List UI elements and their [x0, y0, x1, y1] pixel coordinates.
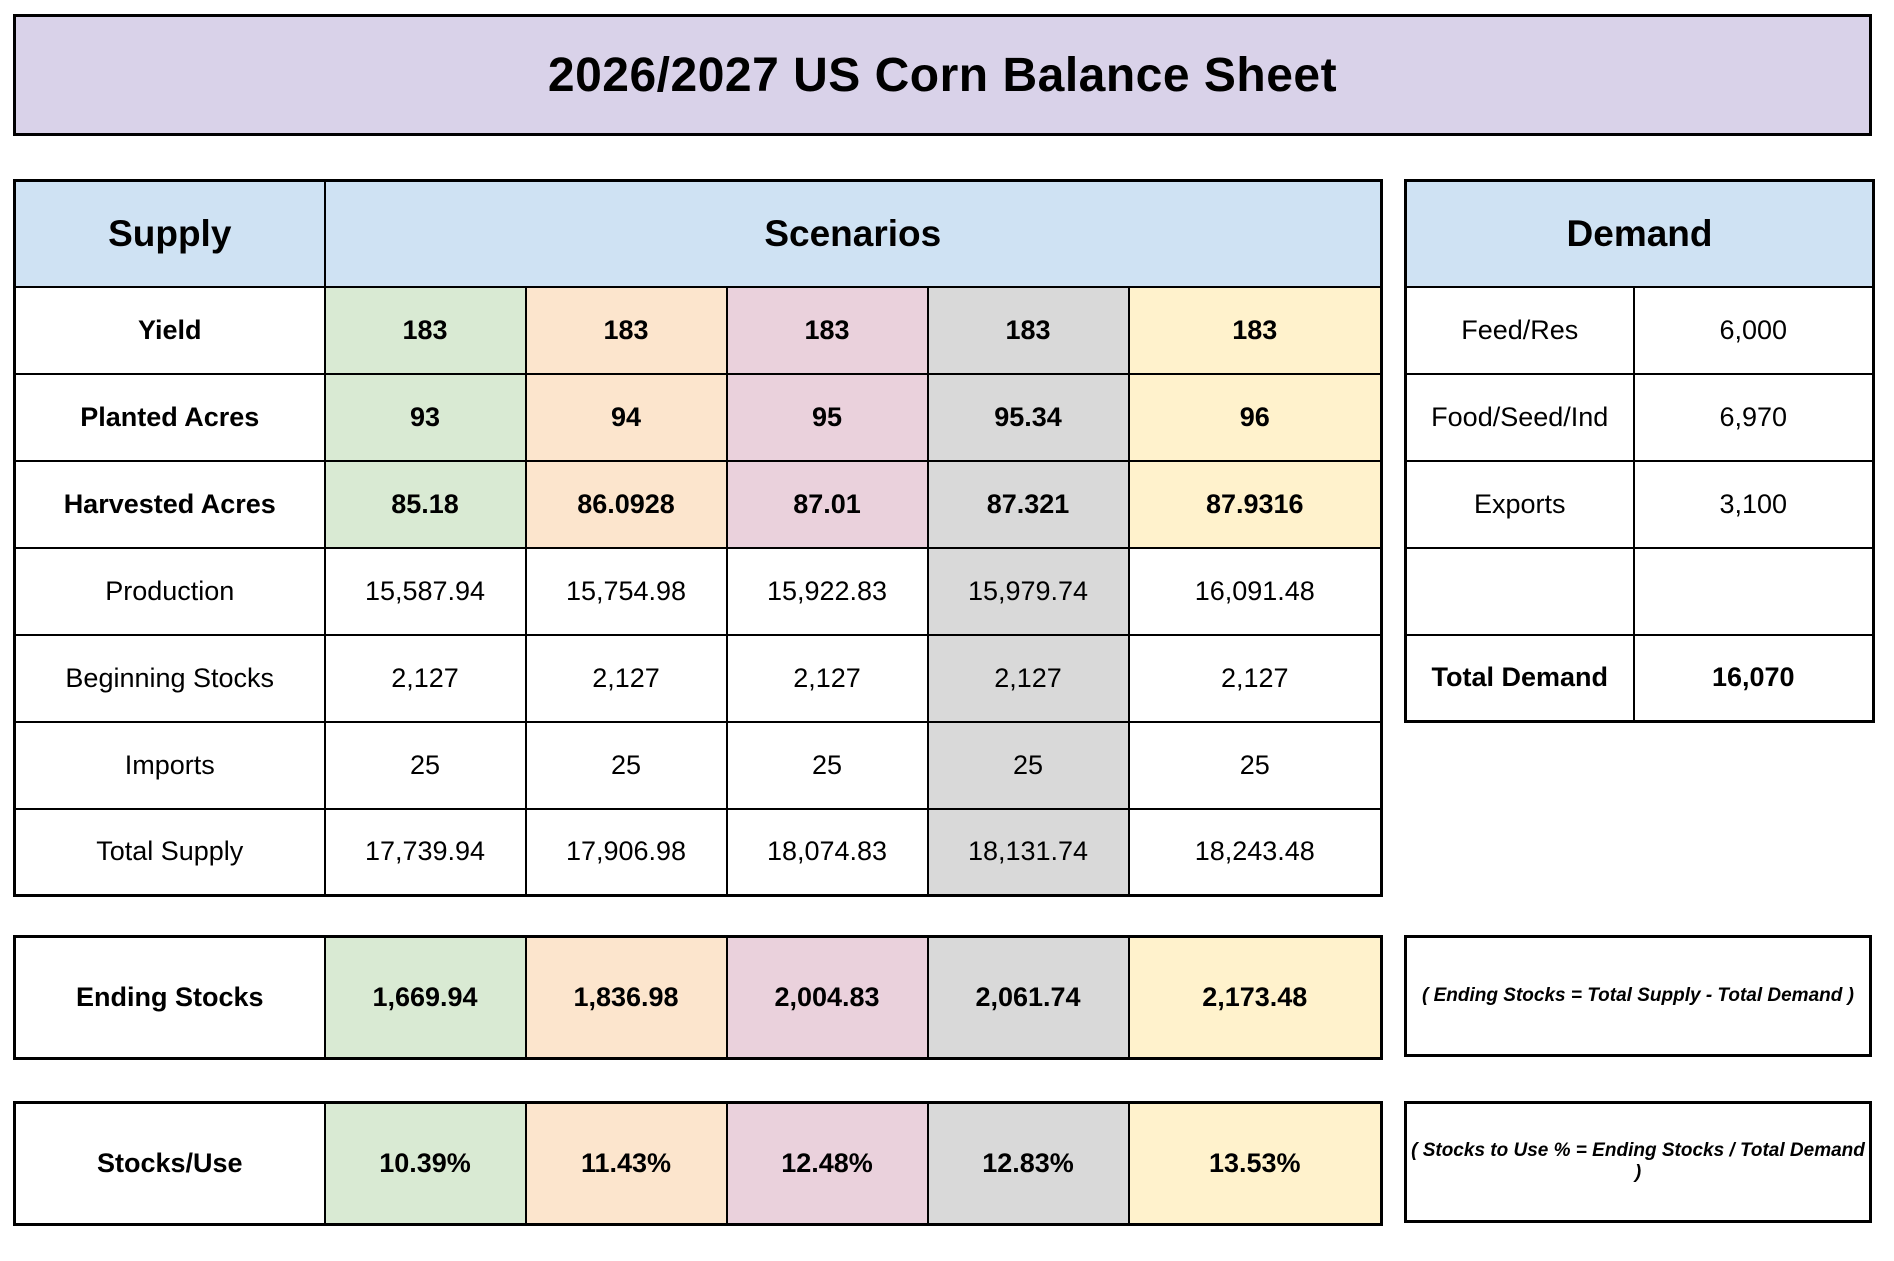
- cell-yield-2[interactable]: 183: [524, 285, 728, 375]
- cell-food-seed-ind-value[interactable]: 6,970: [1632, 372, 1875, 462]
- cell-imports-5[interactable]: 25: [1127, 720, 1383, 810]
- cell-production-4[interactable]: 15,979.74: [926, 546, 1130, 636]
- cell-planted-acres-4[interactable]: 95.34: [926, 372, 1130, 462]
- cell-imports-1[interactable]: 25: [323, 720, 527, 810]
- cell-yield-4[interactable]: 183: [926, 285, 1130, 375]
- cell-total-supply-5[interactable]: 18,243.48: [1127, 807, 1383, 897]
- cell-harvested-acres-2[interactable]: 86.0928: [524, 459, 728, 549]
- cell-total-supply-4[interactable]: 18,131.74: [926, 807, 1130, 897]
- cell-total-demand-value[interactable]: 16,070: [1632, 633, 1875, 723]
- cell-harvested-acres-1[interactable]: 85.18: [323, 459, 527, 549]
- cell-harvested-acres-5[interactable]: 87.9316: [1127, 459, 1383, 549]
- cell-planted-acres-1[interactable]: 93: [323, 372, 527, 462]
- cell-yield-3[interactable]: 183: [725, 285, 929, 375]
- cell-ending-stocks-3[interactable]: 2,004.83: [725, 935, 929, 1060]
- row-label-yield: Yield: [13, 285, 326, 375]
- cell-stocks-use-1[interactable]: 10.39%: [323, 1101, 527, 1226]
- row-label-food-seed-ind: Food/Seed/Ind: [1404, 372, 1635, 462]
- row-label-production: Production: [13, 546, 326, 636]
- cell-demand-empty-value[interactable]: [1632, 546, 1875, 636]
- stocks-use-table: Stocks/Use 10.39% 11.43% 12.48% 12.83% 1…: [13, 1101, 1383, 1226]
- cell-total-supply-2[interactable]: 17,906.98: [524, 807, 728, 897]
- row-label-harvested-acres: Harvested Acres: [13, 459, 326, 549]
- row-label-exports: Exports: [1404, 459, 1635, 549]
- supply-scenarios-table: Supply Scenarios Yield 183 183 183 183 1…: [13, 179, 1383, 897]
- cell-beginning-stocks-4[interactable]: 2,127: [926, 633, 1130, 723]
- row-label-feed-res: Feed/Res: [1404, 285, 1635, 375]
- cell-harvested-acres-3[interactable]: 87.01: [725, 459, 929, 549]
- row-label-imports: Imports: [13, 720, 326, 810]
- ending-stocks-formula-note: ( Ending Stocks = Total Supply - Total D…: [1404, 935, 1872, 1057]
- row-label-planted-acres: Planted Acres: [13, 372, 326, 462]
- cell-total-supply-3[interactable]: 18,074.83: [725, 807, 929, 897]
- cell-ending-stocks-4[interactable]: 2,061.74: [926, 935, 1130, 1060]
- cell-yield-1[interactable]: 183: [323, 285, 527, 375]
- supply-header: Supply: [13, 179, 326, 288]
- stocks-use-formula-note: ( Stocks to Use % = Ending Stocks / Tota…: [1404, 1101, 1872, 1223]
- row-label-ending-stocks: Ending Stocks: [13, 935, 326, 1060]
- cell-feed-res-value[interactable]: 6,000: [1632, 285, 1875, 375]
- page-title: 2026/2027 US Corn Balance Sheet: [13, 14, 1872, 136]
- cell-total-supply-1[interactable]: 17,739.94: [323, 807, 527, 897]
- cell-beginning-stocks-5[interactable]: 2,127: [1127, 633, 1383, 723]
- cell-harvested-acres-4[interactable]: 87.321: [926, 459, 1130, 549]
- cell-ending-stocks-5[interactable]: 2,173.48: [1127, 935, 1383, 1060]
- cell-exports-value[interactable]: 3,100: [1632, 459, 1875, 549]
- row-label-stocks-use: Stocks/Use: [13, 1101, 326, 1226]
- scenarios-header: Scenarios: [323, 179, 1383, 288]
- ending-stocks-table: Ending Stocks 1,669.94 1,836.98 2,004.83…: [13, 935, 1383, 1060]
- cell-production-2[interactable]: 15,754.98: [524, 546, 728, 636]
- row-label-demand-empty: [1404, 546, 1635, 636]
- cell-planted-acres-5[interactable]: 96: [1127, 372, 1383, 462]
- cell-planted-acres-3[interactable]: 95: [725, 372, 929, 462]
- cell-beginning-stocks-3[interactable]: 2,127: [725, 633, 929, 723]
- cell-production-3[interactable]: 15,922.83: [725, 546, 929, 636]
- cell-yield-5[interactable]: 183: [1127, 285, 1383, 375]
- cell-imports-2[interactable]: 25: [524, 720, 728, 810]
- cell-stocks-use-4[interactable]: 12.83%: [926, 1101, 1130, 1226]
- cell-ending-stocks-1[interactable]: 1,669.94: [323, 935, 527, 1060]
- row-label-beginning-stocks: Beginning Stocks: [13, 633, 326, 723]
- cell-stocks-use-5[interactable]: 13.53%: [1127, 1101, 1383, 1226]
- cell-stocks-use-2[interactable]: 11.43%: [524, 1101, 728, 1226]
- cell-stocks-use-3[interactable]: 12.48%: [725, 1101, 929, 1226]
- row-label-total-demand: Total Demand: [1404, 633, 1635, 723]
- demand-table: Demand Feed/Res 6,000 Food/Seed/Ind 6,97…: [1404, 179, 1876, 723]
- demand-header: Demand: [1404, 179, 1875, 288]
- cell-beginning-stocks-2[interactable]: 2,127: [524, 633, 728, 723]
- cell-ending-stocks-2[interactable]: 1,836.98: [524, 935, 728, 1060]
- cell-production-5[interactable]: 16,091.48: [1127, 546, 1383, 636]
- cell-planted-acres-2[interactable]: 94: [524, 372, 728, 462]
- cell-imports-3[interactable]: 25: [725, 720, 929, 810]
- row-label-total-supply: Total Supply: [13, 807, 326, 897]
- cell-production-1[interactable]: 15,587.94: [323, 546, 527, 636]
- cell-beginning-stocks-1[interactable]: 2,127: [323, 633, 527, 723]
- cell-imports-4[interactable]: 25: [926, 720, 1130, 810]
